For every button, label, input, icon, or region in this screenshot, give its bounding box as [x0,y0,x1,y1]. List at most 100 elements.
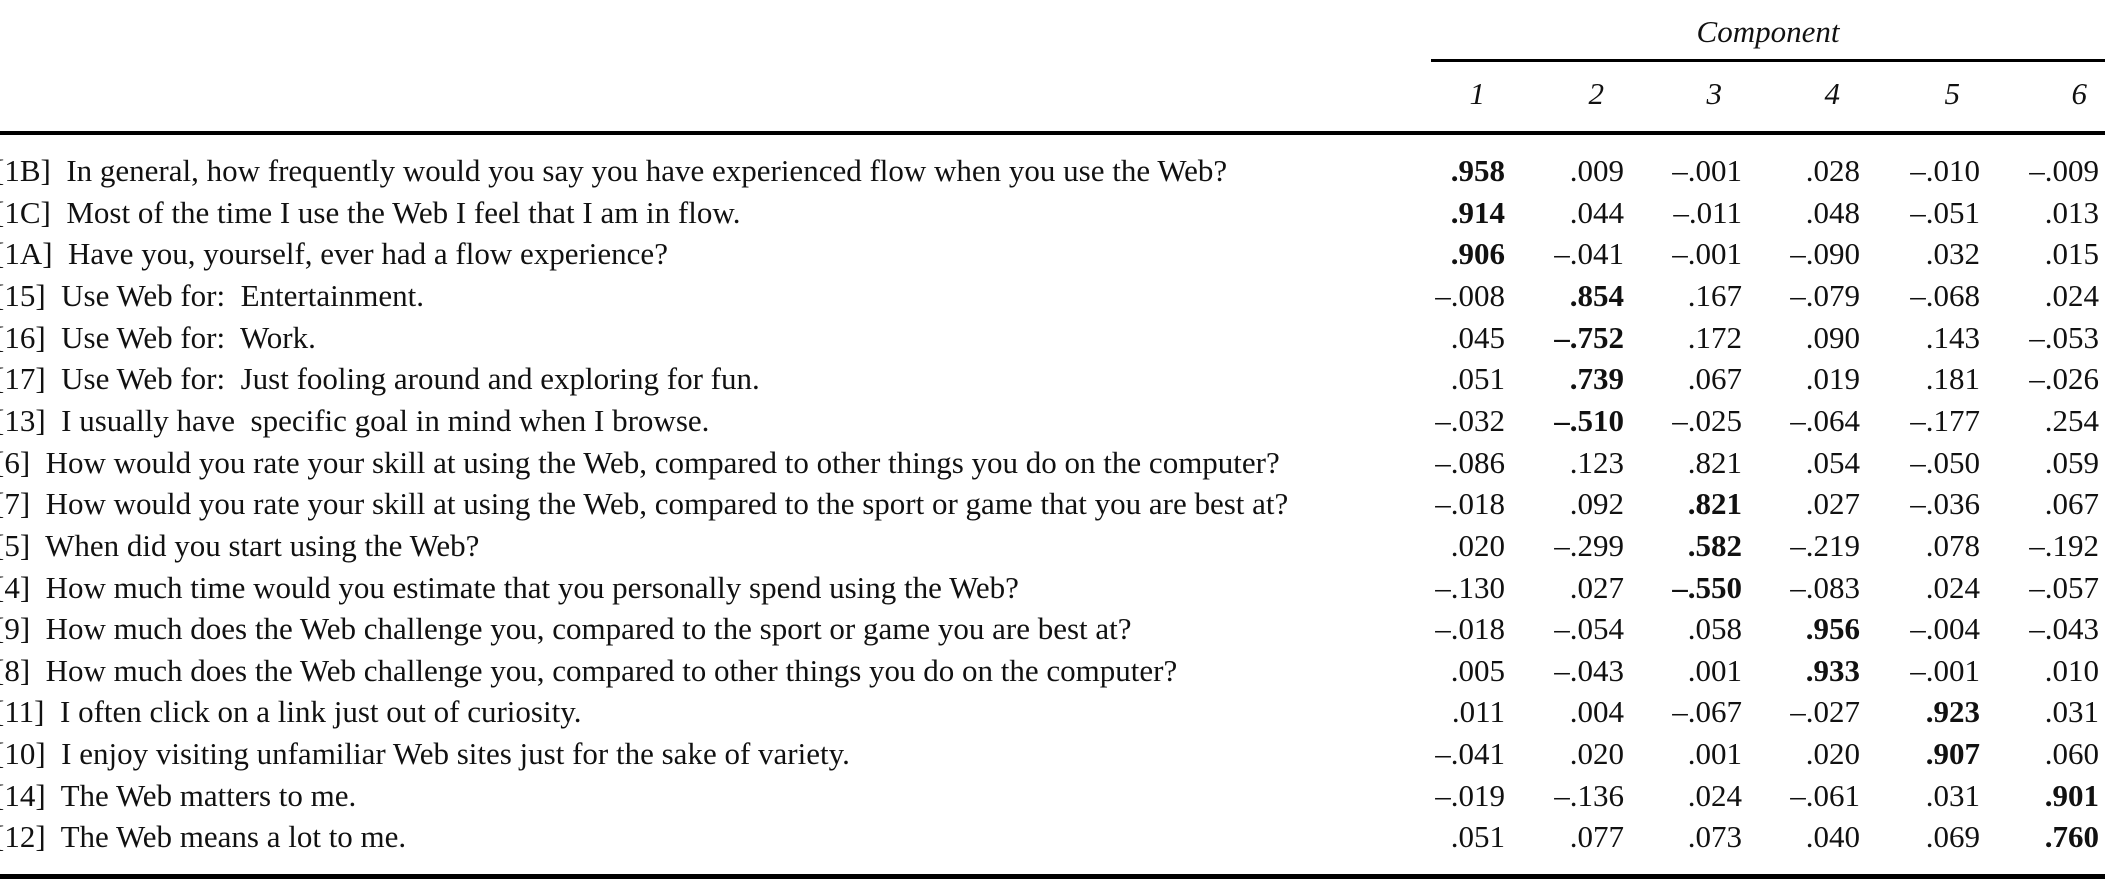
table-row: [14] The Web matters to me. –.019 –.136 .02… [0,775,2105,817]
table-row: [15] Use Web for: Entertainment. –.008 .85… [0,275,2105,317]
table-row: [9] How much does the Web challenge you,… [0,608,2105,650]
loading-cell: .013 [2044,194,2099,230]
table-row: [7] How would you rate your skill at usi… [0,483,2105,525]
loading-cell: .907 [1925,736,1980,772]
loading-cell: .009 [1569,153,1624,188]
component-rule [1431,59,2105,62]
loading-cell: .958 [1450,153,1505,188]
table-row: [1A] Have you, yourself, ever had a flow… [0,233,2105,275]
loading-cell: –.090 [1790,236,1860,272]
table-row: [1C] Most of the time I use the Web I fe… [0,192,2105,234]
loading-cell: .956 [1805,611,1860,647]
table-row: [6] How would you rate your skill at usi… [0,442,2105,484]
loading-cell: –.004 [1910,611,1980,647]
loading-cell: .045 [1450,319,1505,355]
loading-cell: –.032 [1435,402,1505,438]
loading-cell: .028 [1805,153,1860,188]
loading-cell: .739 [1569,361,1624,397]
loading-cell: –.043 [2029,611,2099,647]
loading-cell: .031 [1925,777,1980,813]
loading-cell: .059 [2044,444,2099,480]
loading-cell: .020 [1805,736,1860,772]
loading-cell: .923 [1925,694,1980,730]
row-label: [1B] In general, how frequently would yo… [0,153,1228,188]
loading-cell: .172 [1687,319,1742,355]
loading-cell: .032 [1925,236,1980,272]
loading-cell: .020 [1450,527,1505,563]
loading-cell: –.010 [1910,153,1980,188]
loading-cell: .078 [1925,527,1980,563]
loading-cell: .821 [1687,444,1742,480]
row-label: [4] How much time would you estimate tha… [0,569,1019,605]
loading-cell: –.025 [1672,402,1742,438]
loading-cell: .092 [1569,486,1624,522]
loading-cell: .077 [1569,819,1624,855]
loading-cell: .048 [1805,194,1860,230]
loading-cell: .020 [1569,736,1624,772]
row-label: [9] How much does the Web challenge you,… [0,611,1132,647]
loading-cell: –.036 [1910,486,1980,522]
loading-cell: .821 [1687,486,1742,522]
loading-cell: –.027 [1790,694,1860,730]
loading-cell: –.130 [1435,569,1505,605]
loading-cell: .031 [2044,694,2099,730]
table-row: [10] I enjoy visiting unfamiliar Web sit… [0,733,2105,775]
loading-cell: –.752 [1554,319,1624,355]
loading-cell: –.079 [1790,277,1860,313]
loading-cell: .024 [2044,277,2099,313]
loading-cell: .024 [1925,569,1980,605]
loading-cell: –.011 [1673,194,1742,230]
row-label: [13] I usually have specific goal in min… [0,402,710,438]
loading-cell: –.068 [1910,277,1980,313]
row-label: [1A] Have you, yourself, ever had a flow… [0,236,668,272]
table-row: [16] Use Web for: Work. .045 –.752 .172 .090… [0,317,2105,359]
header-rule [0,131,2105,135]
loading-cell: .010 [2044,652,2099,688]
loading-cell: .067 [2044,486,2099,522]
loading-cell: –.083 [1790,569,1860,605]
loading-cell: –.050 [1910,444,1980,480]
loading-cell: .001 [1687,736,1742,772]
loading-cell: .060 [2044,736,2099,772]
loading-cell: –.064 [1790,402,1860,438]
loading-cell: .901 [2044,777,2099,813]
loading-cell: .069 [1925,819,1980,855]
loading-cell: –.136 [1554,777,1624,813]
row-label: [10] I enjoy visiting unfamiliar Web sit… [0,736,850,772]
row-label: [12] The Web means a lot to me. [0,819,407,855]
loading-cell: –.043 [1554,652,1624,688]
loading-cell: .001 [1687,652,1742,688]
loading-cell: .582 [1687,527,1742,563]
loading-cell: –.192 [2029,527,2099,563]
loading-cell: –.001 [1910,652,1980,688]
loading-cell: –.550 [1672,569,1742,605]
loading-cell: .051 [1450,819,1505,855]
loading-cell: –.061 [1790,777,1860,813]
loading-cell: .067 [1687,361,1742,397]
loading-cell: .073 [1687,819,1742,855]
loading-cell: –.057 [2029,569,2099,605]
table-row: [8] How much does the Web challenge you,… [0,650,2105,692]
table-row: [13] I usually have specific goal in min… [0,400,2105,442]
loading-cell: .044 [1569,194,1624,230]
loading-cell: .040 [1805,819,1860,855]
loading-cell: .027 [1569,569,1624,605]
row-label: [7] How would you rate your skill at usi… [0,486,1289,522]
loading-cell: –.041 [1435,736,1505,772]
loading-cell: .181 [1925,361,1980,397]
loading-cell: .004 [1569,694,1624,730]
loading-cell: –.054 [1554,611,1624,647]
loading-cell: –.019 [1435,777,1505,813]
row-label: [1C] Most of the time I use the Web I fe… [0,194,741,230]
row-label: [17] Use Web for: Just fooling around an… [0,361,760,397]
loading-cell: .011 [1451,694,1505,730]
loading-cell: –.053 [2029,319,2099,355]
table-row: [17] Use Web for: Just fooling around an… [0,358,2105,400]
loading-cell: –.177 [1910,402,1980,438]
loading-cell: .005 [1450,652,1505,688]
loading-cell: .167 [1687,277,1742,313]
loading-cell: –.051 [1910,194,1980,230]
loading-cell: –.041 [1554,236,1624,272]
table-row: [4] How much time would you estimate tha… [0,567,2105,609]
loading-cell: –.026 [2029,361,2099,397]
